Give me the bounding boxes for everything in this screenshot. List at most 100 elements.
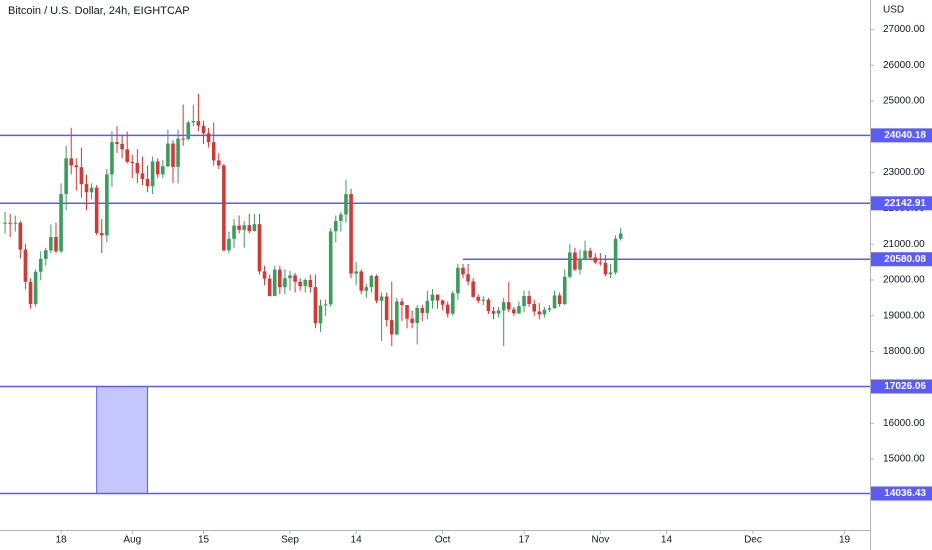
candle-body bbox=[242, 225, 247, 230]
candle-body bbox=[496, 310, 501, 314]
y-tick-label: 16000.00 bbox=[883, 418, 925, 429]
candle-body bbox=[8, 222, 12, 224]
candle-body bbox=[466, 274, 470, 282]
y-tick-label: 26000.00 bbox=[883, 60, 925, 71]
candle-body bbox=[267, 278, 272, 297]
candle-body bbox=[99, 233, 104, 236]
candle-body bbox=[486, 299, 491, 312]
level-tag bbox=[871, 196, 932, 211]
candle-body bbox=[13, 222, 18, 224]
zone-box bbox=[96, 385, 149, 495]
candle-body bbox=[603, 262, 608, 275]
candle-body bbox=[445, 304, 450, 314]
y-tick-label: 25000.00 bbox=[883, 96, 925, 107]
level-tag-label: 24040.18 bbox=[884, 130, 926, 141]
candle-body bbox=[43, 250, 48, 259]
candle-body bbox=[318, 305, 323, 324]
candle-body bbox=[49, 237, 53, 251]
candle-body bbox=[568, 252, 572, 277]
candle-body bbox=[389, 320, 394, 335]
level-tag bbox=[871, 128, 932, 143]
candle-body bbox=[272, 269, 277, 297]
y-tick-label: 19000.00 bbox=[883, 310, 925, 321]
candle-body bbox=[130, 161, 135, 163]
candle-body bbox=[573, 252, 577, 270]
x-tick-label: 14 bbox=[661, 535, 673, 546]
level-tag bbox=[871, 486, 932, 501]
candle-body bbox=[298, 281, 302, 287]
candle-body bbox=[400, 301, 404, 306]
candle-body bbox=[186, 122, 191, 139]
candle-body bbox=[440, 300, 445, 305]
candle-body bbox=[79, 167, 84, 185]
candle-body bbox=[598, 262, 603, 264]
candle-body bbox=[323, 304, 328, 306]
candle-body bbox=[501, 302, 506, 311]
candle-body bbox=[537, 311, 542, 315]
candle-body bbox=[23, 249, 28, 282]
candle-body bbox=[166, 143, 170, 167]
chart-title: Bitcoin / U.S. Dollar, 24h, EIGHTCAP bbox=[8, 5, 190, 17]
candle-body bbox=[84, 184, 89, 193]
candle-body bbox=[430, 294, 435, 301]
y-tick-label: 23000.00 bbox=[883, 167, 925, 178]
y-axis-label: USD bbox=[883, 5, 904, 16]
candle-body bbox=[283, 278, 287, 288]
candle-body bbox=[232, 225, 236, 239]
candle-body bbox=[471, 281, 475, 297]
candle-body bbox=[374, 276, 379, 301]
candle-body bbox=[33, 271, 38, 304]
candle-body bbox=[89, 187, 94, 193]
candle-body bbox=[110, 142, 114, 175]
level-tag bbox=[871, 379, 932, 394]
candle-body bbox=[222, 165, 226, 251]
y-tick-label: 20000.00 bbox=[883, 275, 925, 286]
candle-body bbox=[522, 296, 526, 307]
candle-body bbox=[506, 302, 511, 310]
candle-body bbox=[532, 303, 537, 312]
x-tick-label: 14 bbox=[351, 535, 363, 546]
candle-body bbox=[588, 250, 592, 258]
candle-body bbox=[196, 121, 201, 126]
candle-body bbox=[461, 267, 465, 275]
candle-body bbox=[18, 222, 23, 250]
candle-body bbox=[201, 125, 206, 134]
candle-body bbox=[562, 276, 567, 304]
candle-body bbox=[227, 238, 231, 251]
candle-body bbox=[125, 149, 129, 162]
candle-body bbox=[512, 309, 516, 314]
candle-body bbox=[364, 287, 369, 291]
candle-body bbox=[155, 161, 160, 175]
candle-body bbox=[64, 158, 68, 195]
candle-body bbox=[359, 271, 364, 291]
candle-body bbox=[135, 162, 140, 174]
candle-body bbox=[333, 220, 338, 232]
candle-body bbox=[3, 222, 7, 224]
candle-body bbox=[94, 187, 99, 234]
x-tick-label: Nov bbox=[591, 535, 609, 546]
axes: 15000.0016000.0017000.0018000.0019000.00… bbox=[55, 24, 932, 546]
candle-body bbox=[191, 121, 196, 123]
candle-body bbox=[435, 294, 440, 301]
candle-body bbox=[451, 293, 455, 314]
x-tick-label: Oct bbox=[435, 535, 451, 546]
candle-body bbox=[593, 257, 598, 263]
candle-body bbox=[54, 237, 58, 252]
candle-body bbox=[517, 306, 521, 314]
candle-body bbox=[216, 160, 221, 166]
candle-body bbox=[583, 250, 587, 259]
x-tick-label: Dec bbox=[744, 535, 762, 546]
x-tick-label: Sep bbox=[281, 535, 299, 546]
y-tick-label: 15000.00 bbox=[883, 454, 925, 465]
candle-body bbox=[542, 309, 547, 315]
candle-body bbox=[349, 194, 353, 274]
candle-body bbox=[161, 166, 165, 175]
candle-body bbox=[176, 138, 180, 167]
candle-body bbox=[105, 174, 109, 236]
candle-body bbox=[69, 158, 74, 166]
candle-body bbox=[476, 296, 481, 301]
level-tag-label: 22142.91 bbox=[884, 198, 926, 209]
x-tick-label: 19 bbox=[839, 535, 851, 546]
candle-body bbox=[420, 307, 425, 313]
candle-body bbox=[115, 142, 119, 144]
